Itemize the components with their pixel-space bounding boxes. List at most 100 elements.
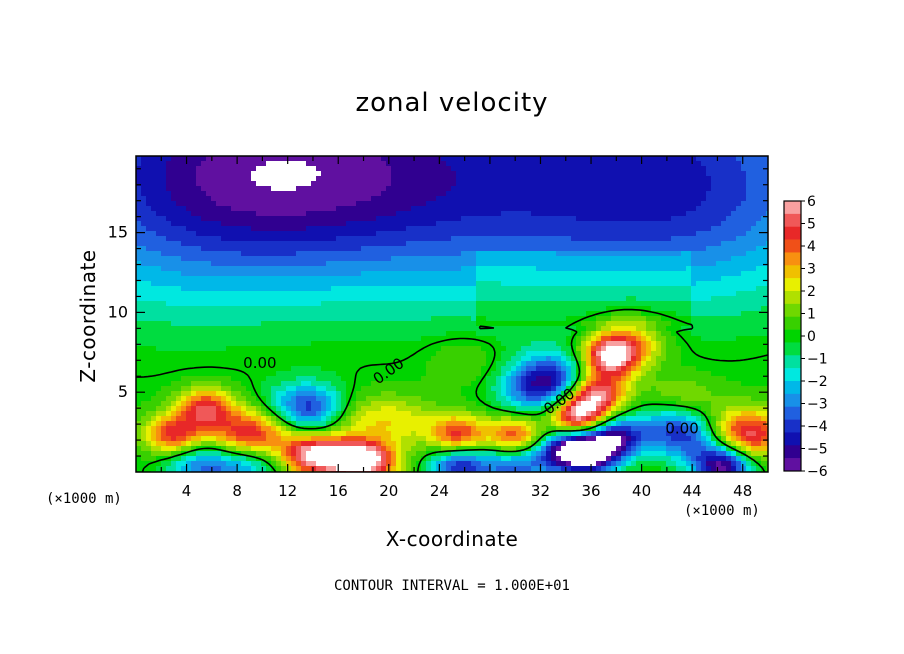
field-cell xyxy=(456,261,462,267)
field-cell xyxy=(436,201,442,207)
field-cell xyxy=(746,241,752,247)
field-cell xyxy=(671,231,677,237)
field-cell xyxy=(551,196,557,202)
field-cell xyxy=(241,256,247,262)
field-cell xyxy=(331,226,337,232)
field-cell xyxy=(556,221,562,227)
field-cell xyxy=(366,266,372,272)
field-cell xyxy=(381,236,387,242)
field-cell xyxy=(496,196,502,202)
field-cell xyxy=(151,296,157,302)
field-cell xyxy=(751,296,757,302)
field-cell xyxy=(521,301,527,307)
field-cell xyxy=(276,321,282,327)
field-cell xyxy=(401,226,407,232)
field-cell xyxy=(236,291,242,297)
field-cell xyxy=(496,191,502,197)
field-cell xyxy=(521,196,527,202)
field-cell xyxy=(696,181,702,187)
field-cell xyxy=(221,281,227,287)
field-cell xyxy=(571,286,577,292)
field-cell xyxy=(701,341,707,347)
field-cell xyxy=(716,291,722,297)
field-cell xyxy=(706,191,712,197)
field-cell xyxy=(721,191,727,197)
field-cell xyxy=(461,261,467,267)
field-cell xyxy=(731,291,737,297)
field-cell xyxy=(621,296,627,302)
field-cell xyxy=(146,206,152,212)
field-cell xyxy=(641,216,647,222)
field-cell xyxy=(186,336,192,342)
field-cell xyxy=(161,186,167,192)
field-cell xyxy=(671,321,677,327)
field-cell xyxy=(411,316,417,322)
field-cell xyxy=(381,176,387,182)
field-cell xyxy=(381,346,387,352)
field-cell xyxy=(761,201,767,207)
field-cell xyxy=(706,261,712,267)
field-cell xyxy=(281,306,287,312)
field-cell xyxy=(731,211,737,217)
field-cell xyxy=(136,296,142,302)
field-cell xyxy=(286,271,292,277)
field-cell xyxy=(136,191,142,197)
field-cell xyxy=(526,186,532,192)
field-cell xyxy=(586,256,592,262)
field-cell xyxy=(456,211,462,217)
field-cell xyxy=(206,216,212,222)
field-cell xyxy=(511,296,517,302)
field-cell xyxy=(616,301,622,307)
field-cell xyxy=(576,166,582,172)
field-cell xyxy=(631,221,637,227)
field-cell xyxy=(761,271,767,277)
field-cell xyxy=(756,246,762,252)
field-cell xyxy=(421,241,427,247)
field-cell xyxy=(761,261,767,267)
field-cell xyxy=(471,251,477,257)
field-cell xyxy=(271,281,277,287)
field-cell xyxy=(691,296,697,302)
field-cell xyxy=(631,341,637,347)
field-cell xyxy=(486,316,492,322)
field-cell xyxy=(476,271,482,277)
field-cell xyxy=(296,291,302,297)
field-cell xyxy=(636,236,642,242)
field-cell xyxy=(646,166,652,172)
field-cell xyxy=(401,276,407,282)
field-cell xyxy=(261,161,267,167)
field-cell xyxy=(741,311,747,317)
field-cell xyxy=(246,341,252,347)
field-cell xyxy=(261,261,267,267)
field-cell xyxy=(706,286,712,292)
field-cell xyxy=(536,281,542,287)
field-cell xyxy=(651,226,657,232)
field-cell xyxy=(526,331,532,337)
field-cell xyxy=(706,181,712,187)
field-cell xyxy=(651,271,657,277)
field-cell xyxy=(676,311,682,317)
field-cell xyxy=(256,196,262,202)
field-cell xyxy=(316,226,322,232)
field-cell xyxy=(191,351,197,357)
field-cell xyxy=(721,251,727,257)
field-cell xyxy=(436,296,442,302)
field-cell xyxy=(591,341,597,347)
field-cell xyxy=(371,266,377,272)
field-cell xyxy=(731,251,737,257)
field-cell xyxy=(421,316,427,322)
field-cell xyxy=(486,171,492,177)
field-cell xyxy=(266,266,272,272)
field-cell xyxy=(341,186,347,192)
field-cell xyxy=(536,261,542,267)
field-cell xyxy=(546,291,552,297)
field-cell xyxy=(586,161,592,167)
field-cell xyxy=(536,236,542,242)
field-cell xyxy=(576,341,582,347)
field-cell xyxy=(571,251,577,257)
field-cell xyxy=(601,331,607,337)
field-cell xyxy=(601,261,607,267)
field-cell xyxy=(226,251,232,257)
field-cell xyxy=(576,271,582,277)
field-cell xyxy=(176,286,182,292)
